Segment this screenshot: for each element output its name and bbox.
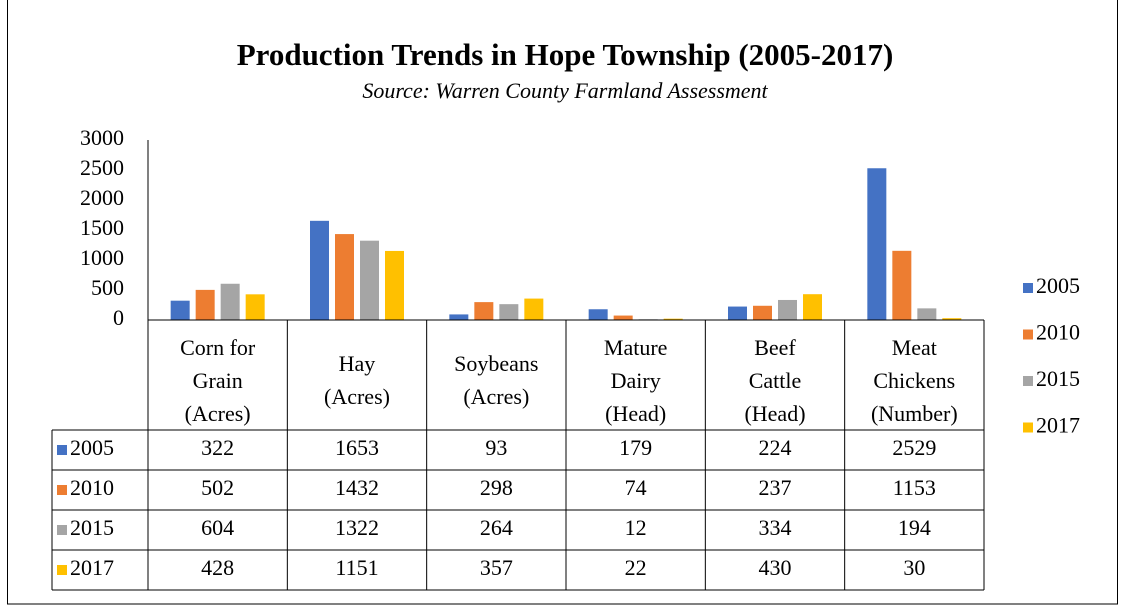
bar	[170, 300, 190, 320]
bar	[449, 314, 469, 320]
bar	[524, 298, 544, 320]
table-cell: 1322	[335, 515, 379, 540]
frame	[7, 0, 1118, 605]
y-tick-label: 2000	[80, 185, 124, 210]
category-label: Corn for Grain (Acres)	[180, 334, 256, 426]
table-legend-key	[57, 525, 67, 535]
table-cell: 2529	[892, 435, 936, 460]
bar	[613, 315, 633, 320]
table-cell: 179	[619, 435, 652, 460]
table-cell: 30	[903, 555, 925, 580]
table-series-name: 2010	[70, 475, 114, 500]
table-cell: 604	[201, 515, 234, 540]
category-label: Soybeans (Acres)	[454, 351, 539, 409]
table-series-name: 2005	[70, 435, 114, 460]
y-tick-label: 3000	[80, 125, 124, 150]
y-tick-label: 500	[91, 275, 124, 300]
y-tick-label: 1500	[80, 215, 124, 240]
bar	[499, 304, 519, 320]
category-label: Mature Dairy (Head)	[603, 334, 668, 426]
legend-label: 2017	[1036, 413, 1080, 438]
table-cell: 237	[759, 475, 792, 500]
table-legend-key	[57, 445, 67, 455]
table-cell: 74	[625, 475, 647, 500]
category-label: Hay (Acres)	[324, 351, 390, 409]
table-cell: 1153	[893, 475, 936, 500]
table-cell: 1432	[335, 475, 379, 500]
bar	[728, 306, 747, 320]
legend-key	[1023, 329, 1033, 340]
table-cell: 264	[480, 515, 513, 540]
table-cell: 22	[625, 555, 647, 580]
bar	[195, 289, 215, 320]
table-series-name: 2015	[70, 515, 114, 540]
bar	[917, 308, 937, 320]
bar	[803, 294, 822, 320]
bar	[310, 220, 329, 320]
bar	[663, 318, 683, 320]
bar	[942, 318, 962, 320]
bar	[220, 283, 240, 320]
bar	[385, 250, 404, 320]
bar	[778, 299, 797, 320]
table-cell: 12	[625, 515, 647, 540]
bar	[474, 302, 494, 320]
table-cell: 357	[480, 555, 513, 580]
bar	[753, 305, 772, 320]
table-cell: 224	[759, 435, 792, 460]
y-tick-label: 1000	[80, 245, 124, 270]
bar	[245, 294, 265, 320]
table-cell: 93	[485, 435, 507, 460]
table-cell: 334	[759, 515, 792, 540]
bar	[335, 234, 354, 320]
bar	[360, 240, 379, 320]
legend-key	[1023, 422, 1033, 433]
table-cell: 1653	[335, 435, 379, 460]
legend-key	[1023, 283, 1033, 293]
legend-label: 2005	[1036, 273, 1080, 298]
bar	[892, 250, 912, 320]
table-series-name: 2017	[70, 555, 114, 580]
table-cell: 428	[201, 555, 234, 580]
table-cell: 298	[480, 475, 513, 500]
legend-key	[1023, 376, 1033, 386]
table-cell: 430	[759, 555, 792, 580]
chart-subtitle: Source: Warren County Farmland Assessmen…	[362, 78, 768, 103]
y-tick-label: 0	[113, 305, 124, 330]
table-legend-key	[57, 485, 67, 495]
category-label: Meat Chickens (Number)	[870, 334, 958, 426]
legend-label: 2015	[1036, 366, 1080, 391]
bar	[867, 168, 887, 320]
chart-title: Production Trends in Hope Township (2005…	[237, 37, 894, 72]
y-tick-label: 2500	[80, 155, 124, 180]
table-legend-key	[57, 565, 67, 575]
bar	[588, 309, 608, 320]
category-label: Beef Cattle (Head)	[744, 334, 806, 426]
legend-label: 2010	[1036, 320, 1080, 345]
table-cell: 1151	[335, 555, 378, 580]
table-cell: 194	[898, 515, 931, 540]
table-cell: 322	[201, 435, 234, 460]
table-cell: 502	[201, 475, 234, 500]
